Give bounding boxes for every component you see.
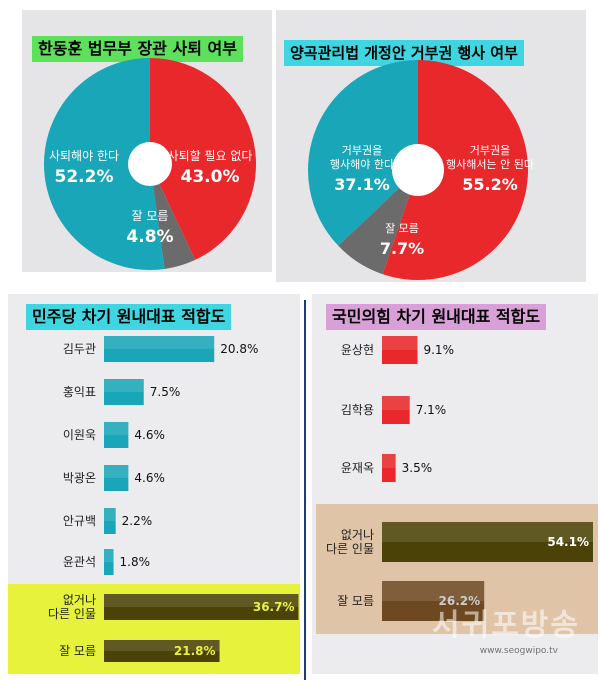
chart-title-4: 국민의힘 차기 원내대표 적합도 bbox=[326, 304, 547, 330]
bar-shade bbox=[104, 640, 220, 651]
bar-value-label: 2.2% bbox=[122, 514, 153, 528]
slice-value: 43.0% bbox=[181, 167, 240, 187]
panel-bar-2: 국민의힘 차기 원내대표 적합도 윤상현 9.1% 김학용 7.1% 윤재옥 3.5% 없거… bbox=[312, 294, 598, 674]
panel-pie-1: 한동훈 법무부 장관 사퇴 여부 사퇴해야 한다 52.2% 사퇴할 필요 없다 43… bbox=[22, 10, 272, 272]
bar-value-label: 21.8% bbox=[174, 644, 216, 658]
bar-value-label: 7.5% bbox=[150, 385, 181, 399]
watermark-url: www.seogwipo.tv bbox=[479, 646, 558, 656]
bar-value-label: 4.6% bbox=[134, 471, 165, 485]
slice-value: 37.1% bbox=[334, 175, 390, 194]
chart-title-3: 민주당 차기 원내대표 적합도 bbox=[26, 304, 232, 330]
bar-category-label: 안규백 bbox=[63, 514, 96, 528]
bar-value-label: 3.5% bbox=[402, 461, 433, 475]
pie-slice bbox=[150, 164, 196, 269]
pie-slice bbox=[338, 170, 418, 275]
bar bbox=[382, 336, 418, 364]
bar-value-label: 9.1% bbox=[423, 343, 454, 357]
panel-pie-2: 양곡관리법 개정안 거부권 행사 여부 거부권을 행사해야 한다 37.1% 거부권을… bbox=[276, 10, 586, 282]
bar bbox=[104, 640, 220, 662]
pie-slice bbox=[150, 58, 256, 260]
bar-shade bbox=[104, 594, 299, 607]
slice-value: 7.7% bbox=[380, 239, 424, 258]
bar-shade bbox=[104, 422, 129, 435]
bar-category-label: 윤상현 bbox=[341, 343, 374, 357]
bar-shade bbox=[382, 454, 396, 468]
bar-shade bbox=[382, 396, 410, 410]
bar-category-label: 없거나 다른 인물 bbox=[326, 528, 374, 556]
bar-value-label: 36.7% bbox=[253, 600, 295, 614]
donut-hole bbox=[128, 142, 172, 186]
pie-slice bbox=[44, 58, 165, 270]
bar-shade bbox=[104, 336, 215, 349]
pie-slice bbox=[382, 60, 528, 280]
bar-shade bbox=[382, 581, 485, 601]
bar-value-label: 1.8% bbox=[120, 555, 151, 569]
slice-label: 잘 모름 bbox=[132, 209, 169, 223]
bar-chart-2: 윤상현 9.1% 김학용 7.1% 윤재옥 3.5% 없거나 다른 인물 54.1% 잘 모름 26… bbox=[326, 336, 593, 621]
bar-shade bbox=[382, 336, 418, 350]
slice-label: 거부권을 행사해야 한다 bbox=[330, 144, 394, 171]
bar-shade bbox=[104, 379, 144, 392]
donut-hole bbox=[392, 144, 444, 196]
slice-label: 사퇴할 필요 없다 bbox=[168, 149, 253, 163]
bar-category-label: 없거나 다른 인물 bbox=[48, 593, 96, 621]
watermark-logo: 서귀포방송 bbox=[432, 608, 580, 643]
bar-shade bbox=[382, 522, 593, 542]
bar-value-label: 20.8% bbox=[220, 342, 258, 356]
bar-category-label: 김학용 bbox=[341, 403, 374, 417]
bar bbox=[104, 422, 129, 448]
slice-label: 잘 모름 bbox=[385, 222, 419, 235]
bar bbox=[382, 396, 410, 424]
pie-slice bbox=[308, 60, 418, 246]
bar bbox=[104, 465, 129, 491]
slice-label: 거부권을 행사해서는 안 된다 bbox=[446, 144, 534, 171]
slice-value: 52.2% bbox=[55, 167, 114, 187]
bar-value-label: 54.1% bbox=[547, 535, 589, 549]
slice-label: 사퇴해야 한다 bbox=[49, 149, 119, 163]
pie-chart-2: 거부권을 행사해야 한다 37.1% 거부권을 행사해서는 안 된다 55.2% 잘 모름 7… bbox=[308, 60, 534, 280]
bar bbox=[382, 522, 593, 562]
bar bbox=[104, 336, 215, 362]
bar-chart-1: 김두관 20.8% 홍익표 7.5% 이원욱 4.6% 박광온 4.6% 안규백 2.2% 윤관석 1… bbox=[48, 336, 299, 662]
slice-value: 55.2% bbox=[462, 175, 518, 194]
bar bbox=[104, 508, 116, 534]
slice-value: 4.8% bbox=[126, 227, 173, 247]
bar bbox=[382, 581, 485, 621]
divider-line bbox=[304, 300, 306, 680]
bar-shade bbox=[104, 549, 114, 562]
bar-value-label: 26.2% bbox=[439, 594, 481, 608]
bar-category-label: 잘 모름 bbox=[337, 594, 374, 608]
bar-category-label: 이원욱 bbox=[63, 428, 96, 442]
bar-category-label: 김두관 bbox=[63, 342, 96, 356]
bar bbox=[104, 594, 299, 620]
bar-shade bbox=[104, 508, 116, 521]
bar bbox=[104, 379, 144, 405]
bar-category-label: 홍익표 bbox=[63, 385, 96, 399]
pie-chart-1: 사퇴해야 한다 52.2% 사퇴할 필요 없다 43.0% 잘 모름 4.8% bbox=[44, 58, 256, 270]
bar bbox=[104, 549, 114, 575]
bar bbox=[382, 454, 396, 482]
panel-bar-1: 민주당 차기 원내대표 적합도 김두관 20.8% 홍익표 7.5% 이원욱 4.6% 박광… bbox=[8, 294, 300, 674]
bar-category-label: 윤재옥 bbox=[341, 461, 374, 475]
chart-title-1: 한동훈 법무부 장관 사퇴 여부 bbox=[32, 36, 243, 62]
bar-value-label: 4.6% bbox=[134, 428, 165, 442]
bar-value-label: 7.1% bbox=[416, 403, 447, 417]
bar-shade bbox=[104, 465, 129, 478]
bar-category-label: 잘 모름 bbox=[59, 644, 96, 658]
bar-category-label: 윤관석 bbox=[63, 555, 96, 569]
bar-category-label: 박광온 bbox=[63, 471, 96, 485]
